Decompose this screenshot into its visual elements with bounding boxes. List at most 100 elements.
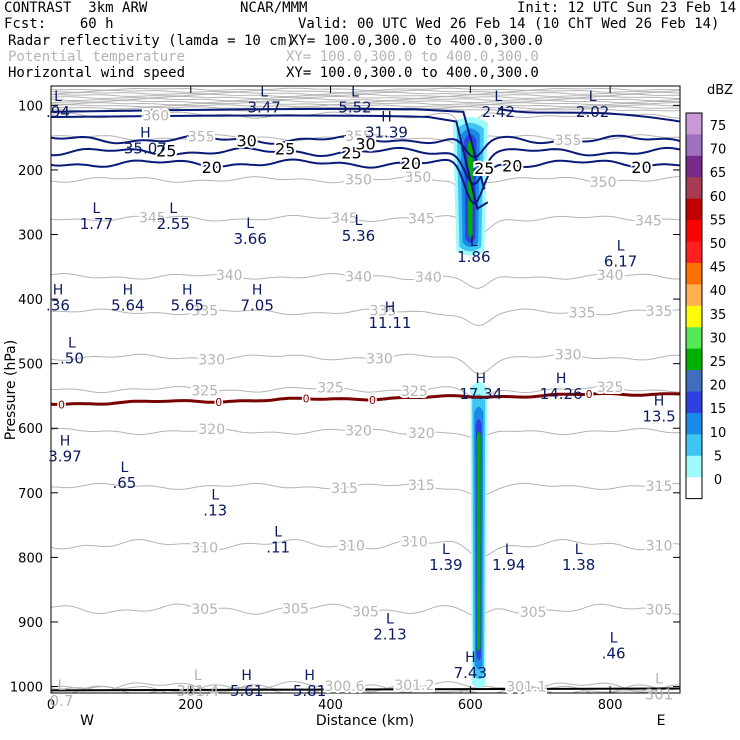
x-axis-label: Distance (km) xyxy=(316,713,414,729)
wind-label: 20 xyxy=(631,158,651,177)
colorbar-swatch xyxy=(686,113,702,135)
extremum-value: 301 xyxy=(645,685,674,703)
extremum-l-marker: L xyxy=(351,84,359,100)
theta-label: 315 xyxy=(331,481,358,497)
field-name-reflectivity: Radar reflectivity (lamda = 10 cm) xyxy=(8,33,295,49)
theta-strat-line xyxy=(51,87,680,91)
colorbar-tick-label: 5 xyxy=(714,449,722,464)
colorbar-swatch xyxy=(686,198,702,221)
extremum-l-marker: L xyxy=(194,668,202,684)
extremum-value: 2.55 xyxy=(157,215,190,233)
extremum-l-marker: L xyxy=(575,542,583,558)
theta-contour-310 xyxy=(51,538,680,558)
extremum-h-marker: H xyxy=(385,300,396,316)
extremum-h-marker: H xyxy=(60,434,71,450)
extremum-l-marker: L xyxy=(211,487,219,503)
theta-label: 325 xyxy=(191,383,218,399)
zero-line-label: 0 xyxy=(303,393,310,406)
extremum-l-marker: L xyxy=(470,234,478,250)
zero-line xyxy=(51,392,680,406)
extremum-h-marker: H xyxy=(182,283,193,299)
extremum-l-marker: L xyxy=(93,201,101,217)
theta-strat-line xyxy=(51,106,680,110)
y-tick-label: 700 xyxy=(18,487,43,502)
theta-label: 350 xyxy=(405,170,432,186)
theta-contour-330 xyxy=(51,353,680,375)
extremum-value: 2.42 xyxy=(482,103,515,121)
wind-label: 30 xyxy=(355,134,375,153)
extremum-value: 35.07 xyxy=(124,140,167,158)
wind-label: 25 xyxy=(156,142,176,161)
colorbar-tick-label: 20 xyxy=(710,379,727,394)
colorbar-swatch xyxy=(686,327,702,350)
x-tick-label: 800 xyxy=(598,698,623,713)
init-time: Init: 12 UTC Sun 23 Feb 14 xyxy=(517,0,737,16)
colorbar-swatch xyxy=(686,412,702,435)
extremum-l-marker: L xyxy=(54,89,62,105)
extremum-h-marker: H xyxy=(53,283,64,299)
valid-time: Valid: 00 UTC Wed 26 Feb 14 (10 ChT Wed … xyxy=(298,16,720,32)
extremum-value: .36 xyxy=(46,297,70,315)
extremum-l-marker: L xyxy=(246,216,254,232)
theta-contour-315 xyxy=(51,482,680,497)
y-tick-label: 800 xyxy=(18,551,43,566)
colorbar-tick-label: 35 xyxy=(710,308,727,323)
extremum-h-marker: H xyxy=(123,283,134,299)
wind-label: 25 xyxy=(341,144,361,163)
colorbar-swatch xyxy=(686,241,702,264)
theta-contour-340 xyxy=(51,272,680,289)
theta-label: 335 xyxy=(569,306,596,322)
theta-contour-300.6 xyxy=(51,681,680,693)
y-tick-label: 400 xyxy=(18,293,43,308)
theta-label: 335 xyxy=(191,304,218,320)
y-tick-label: 900 xyxy=(18,616,43,631)
extremum-value: 1.38 xyxy=(562,556,595,574)
colorbar-swatch xyxy=(686,477,702,500)
extremum-l-marker: L xyxy=(617,239,625,255)
extremum-value: 5.65 xyxy=(171,297,204,315)
x-end-label-west: W xyxy=(80,713,94,729)
theta-label: 310 xyxy=(191,541,218,557)
theta-strat-line xyxy=(51,93,680,97)
x-end-label-east: E xyxy=(657,713,666,729)
extremum-value: 7.05 xyxy=(240,297,273,315)
extremum-h-marker: H xyxy=(381,110,392,126)
theta-label: 325 xyxy=(597,380,624,396)
y-tick-label: 500 xyxy=(18,358,43,373)
extremum-value: 17.34 xyxy=(459,385,502,403)
colorbar-tick-label: 45 xyxy=(710,261,727,276)
colorbar-swatch xyxy=(686,305,702,328)
surface-line xyxy=(51,687,680,692)
zero-line-label: 0 xyxy=(215,396,222,409)
extremum-l-marker: L xyxy=(494,89,502,105)
colorbar-swatch xyxy=(686,177,702,200)
extremum-l-marker: L xyxy=(386,611,394,627)
theta-label: 355 xyxy=(188,130,215,146)
extremum-l-marker: L xyxy=(442,542,450,558)
theta-label: 330 xyxy=(555,347,582,363)
theta-label: 345 xyxy=(635,213,662,229)
extremum-value: 3.47 xyxy=(247,98,280,116)
reflectivity-cell-1-band-4 xyxy=(476,431,481,652)
extremum-l-marker: L xyxy=(58,678,66,694)
theta-strat-line xyxy=(51,91,680,96)
x-tick-label: 0 xyxy=(47,698,55,713)
extremum-value: .65 xyxy=(112,474,136,492)
wind-contour-30 xyxy=(51,134,680,159)
project-title: CONTRAST 3km ARW xyxy=(4,0,148,16)
colorbar-unit: dBZ xyxy=(707,83,733,98)
theta-label: 330 xyxy=(198,352,225,368)
theta-label: 345 xyxy=(139,210,166,226)
colorbar-swatch xyxy=(686,370,702,392)
colorbar-swatch xyxy=(686,262,702,285)
field-xy-reflectivity: XY= 100.0,300.0 to 400.0,300.0 xyxy=(290,33,543,49)
colorbar-tick-label: 0 xyxy=(714,473,722,488)
theta-label: 360 xyxy=(142,108,169,124)
extremum-h-marker: H xyxy=(556,371,567,387)
field-name-wind: Horizontal wind speed xyxy=(8,65,186,81)
x-tick-label: 200 xyxy=(178,698,203,713)
wind-label: 25 xyxy=(275,140,295,159)
theta-label: 325 xyxy=(317,381,344,397)
extremum-value: .94 xyxy=(46,103,70,121)
colorbar-swatch xyxy=(686,155,702,178)
